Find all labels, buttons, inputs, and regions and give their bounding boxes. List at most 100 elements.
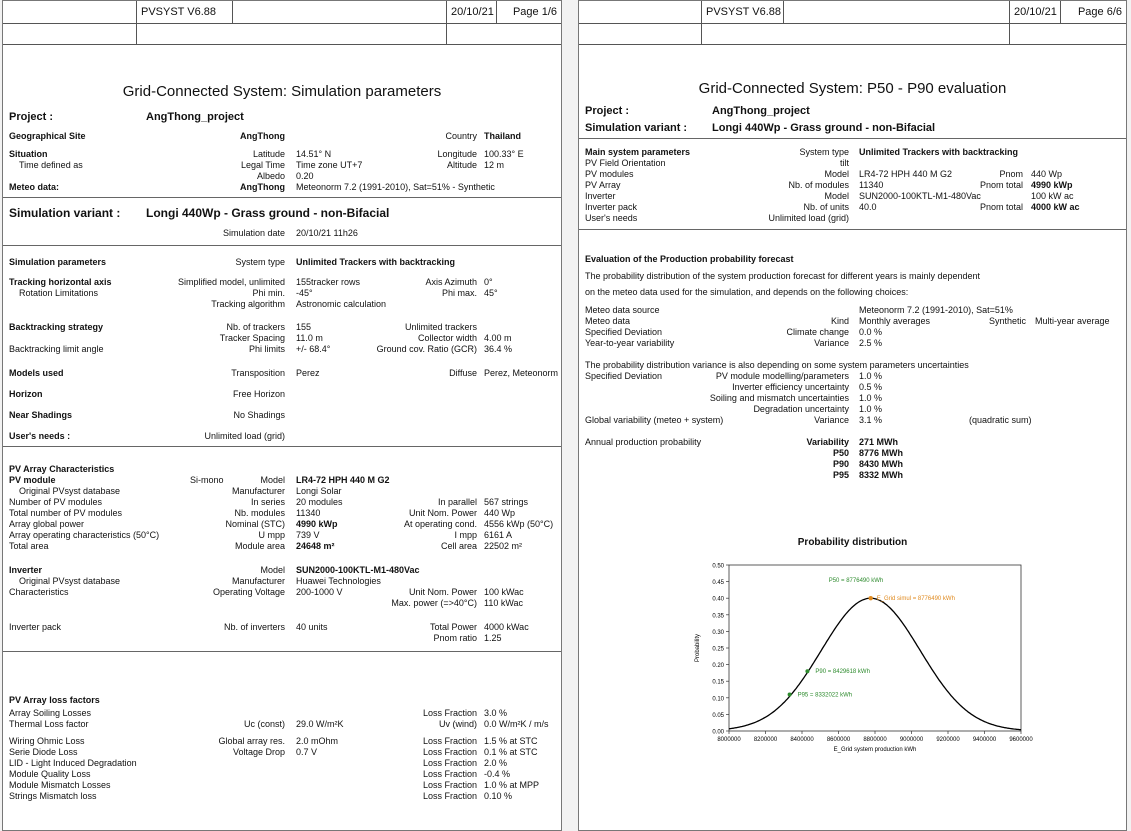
orient-label: PV Field Orientation — [585, 158, 666, 168]
timedef-label: Time defined as — [19, 160, 83, 170]
phimax-label: Phi max. — [441, 288, 477, 298]
totarea-label: Total area — [9, 541, 49, 551]
synthetic-label: Synthetic — [988, 316, 1026, 326]
spacing-label: Tracker Spacing — [219, 333, 285, 343]
modarea-label: Module area — [234, 541, 285, 551]
loss-param-label: Voltage Drop — [232, 747, 285, 757]
phimin-value: -45° — [296, 288, 313, 298]
maxpow-value: 110 kWac — [484, 598, 524, 608]
y-tick-label: 0.35 — [712, 613, 724, 619]
uncertainty-label: Soiling and mismatch uncertainties — [709, 393, 849, 403]
mdata-label: Meteo data — [585, 316, 631, 326]
x-tick-label: 8400000 — [790, 737, 814, 743]
systype-label: System type — [235, 257, 285, 267]
gcr-value: 36.4 % — [484, 344, 513, 354]
origdb-label: Original PVsyst database — [19, 486, 121, 496]
header-blank — [232, 1, 446, 23]
systype-value: Unlimited Trackers with backtracking — [859, 147, 1019, 157]
pnomratio-label: Pnom ratio — [433, 633, 477, 643]
yty-label: Year-to-year variability — [585, 338, 675, 348]
loss-fraction-value: 1.5 % at STC — [484, 736, 538, 746]
inv-model: SUN2000-100KTL-M1-480Vac — [859, 191, 981, 201]
main-params-label: Main system parameters — [585, 147, 691, 157]
loss-param-label: Global array res. — [218, 736, 285, 746]
horizon-label: Horizon — [9, 389, 43, 399]
climate-label: Climate change — [786, 327, 849, 337]
cellarea-value: 22502 m² — [484, 541, 523, 551]
unlimited-trackers: Unlimited trackers — [404, 322, 477, 332]
software-version: PVSYST V6.88 — [136, 1, 232, 23]
meteo-label: Meteo data: — [9, 182, 60, 192]
geo-label: Geographical Site — [9, 131, 86, 141]
azimuth-label: Axis Azimuth — [425, 277, 477, 287]
meteo-site: AngThong — [240, 182, 285, 192]
invpack-label: Inverter pack — [585, 202, 638, 212]
inv-origdb-label: Original PVsyst database — [19, 576, 121, 586]
phimax-value: 45° — [484, 288, 498, 298]
loss-name: Wiring Ohmic Loss — [9, 736, 85, 746]
pvmodule-model: LR4-72 HPH 440 M G2 — [296, 475, 390, 485]
horizon-value: Free Horizon — [232, 389, 285, 399]
y-tick-label: 0.30 — [712, 630, 724, 636]
totmod-label: Total number of PV modules — [9, 508, 123, 518]
nbunits-value: 40.0 — [859, 202, 877, 212]
chart-title: Probability distribution — [797, 537, 908, 548]
loss-fraction-value: 1.0 % at MPP — [484, 780, 540, 790]
models-label: Models used — [9, 368, 64, 378]
p95-point — [787, 692, 792, 697]
nominal-value: 4990 kWp — [296, 519, 338, 529]
nominal-label: Nominal (STC) — [225, 519, 285, 529]
inv-pnom: 100 kW ac — [1031, 191, 1074, 201]
ntrackers-value: 155 — [296, 322, 312, 332]
country-value: Thailand — [484, 131, 522, 141]
meteo-value: Meteonorm 7.2 (1991-2010), Sat=51% - Syn… — [296, 182, 495, 192]
loss-fraction-label: Loss Fraction — [422, 769, 477, 779]
tracking-label: Tracking horizontal axis — [9, 277, 112, 287]
unitnom-value: 440 Wp — [484, 508, 516, 518]
software-version: PVSYST V6.88 — [701, 1, 783, 23]
loss-name: Serie Diode Loss — [9, 747, 78, 757]
project-value: AngThong_project — [146, 111, 244, 123]
globvar-variance-label: Variance — [814, 415, 849, 425]
longitude-label: Longitude — [437, 149, 477, 159]
simdate-label: Simulation date — [222, 228, 285, 238]
kind-label: Kind — [830, 316, 849, 326]
loss-param-label: Uc (const) — [243, 719, 285, 729]
p95-label: P95 = 8332022 kWh — [798, 692, 853, 698]
y-tick-label: 0.40 — [712, 597, 724, 603]
latitude-label: Latitude — [252, 149, 285, 159]
y-tick-label: 0.50 — [712, 564, 724, 570]
x-tick-label: 9600000 — [1009, 737, 1033, 743]
invpack-label: Inverter pack — [9, 622, 62, 632]
needs-label: User's needs : — [9, 431, 71, 441]
spacing-value: 11.0 m — [296, 333, 323, 343]
loss-param-value: 29.0 W/m²K — [296, 719, 344, 729]
kind-value: Monthly averages — [859, 316, 931, 326]
altitude-label: Altitude — [446, 160, 477, 170]
albedo-label: Albedo — [256, 171, 285, 181]
page-header: PVSYST V6.88 20/10/21 Page 1/6 — [3, 1, 561, 24]
simdate-value: 20/10/21 11h26 — [296, 228, 358, 238]
globvar-value: 3.1 % — [859, 415, 883, 425]
model-label: Model — [260, 475, 285, 485]
header-row-2 — [579, 23, 1126, 45]
uncertainty-value: 0.5 % — [859, 382, 883, 392]
diffuse-label: Diffuse — [449, 368, 477, 378]
backtrack-label: Backtracking strategy — [9, 322, 104, 332]
totpow-value: 4000 kWac — [484, 622, 529, 632]
probability-value: 8776 MWh — [859, 448, 904, 458]
y-tick-label: 0.00 — [712, 730, 724, 736]
report-page-6: PVSYST V6.88 20/10/21 Page 6/6 Grid-Conn… — [578, 0, 1127, 831]
uncertainty-label: Degradation uncertainty — [753, 404, 849, 414]
divider — [579, 229, 1126, 230]
y-tick-label: 0.15 — [712, 680, 724, 686]
probability-label: P95 — [832, 470, 849, 480]
x-tick-label: 9200000 — [936, 737, 960, 743]
legal-time-value: Time zone UT+7 — [296, 160, 363, 170]
project-label: Project : — [585, 105, 630, 117]
probability-value: 8332 MWh — [859, 470, 904, 480]
loss-name: Module Mismatch Losses — [9, 780, 111, 790]
uncertainty-label: PV module modelling/parameters — [715, 371, 849, 381]
yty-value: 2.5 % — [859, 338, 883, 348]
uncertainty-value: 1.0 % — [859, 404, 883, 414]
